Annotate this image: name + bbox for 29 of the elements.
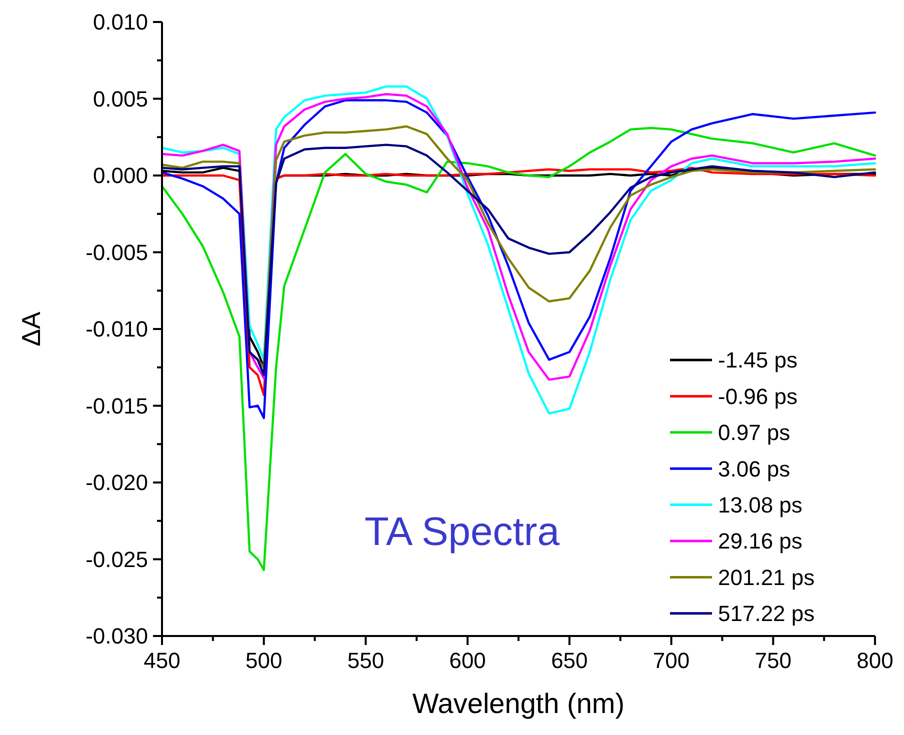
legend-label: 0.97 ps — [718, 420, 790, 446]
y-tick-label: -0.030 — [86, 624, 148, 649]
line-series — [160, 126, 876, 572]
annotation: TA Spectra — [364, 510, 560, 554]
legend-label: 201.21 ps — [718, 564, 815, 590]
x-tick-label: 700 — [652, 648, 690, 673]
y-tick-label: -0.020 — [86, 470, 148, 496]
y-tick-label: -0.015 — [86, 393, 148, 418]
y-tick-label: -0.005 — [86, 240, 148, 265]
x-tick-label: 750 — [754, 648, 792, 673]
legend-label: 517.22 ps — [718, 601, 815, 626]
legend-label: -1.45 ps — [718, 348, 798, 373]
legend-label: 13.08 ps — [718, 492, 802, 518]
legend-label: 29.16 ps — [718, 528, 802, 554]
x-tick-label: 500 — [246, 648, 282, 673]
x-axis-title: Wavelength (nm) — [412, 688, 625, 719]
x-tick-label: 800 — [856, 648, 894, 673]
y-tick-label: -0.010 — [86, 316, 148, 342]
y-axis-title: ΔA — [16, 310, 46, 346]
x-tick-label: 600 — [449, 648, 486, 673]
legend-label: -0.96 ps — [718, 384, 798, 409]
y-tick-label: 0.005 — [92, 86, 148, 112]
y-tick-label: 0.000 — [92, 163, 148, 188]
x-tick-label: 550 — [347, 648, 384, 673]
y-tick-label: 0.010 — [92, 10, 148, 35]
x-tick-label: 650 — [551, 648, 588, 673]
legend-label: 3.06 ps — [718, 456, 790, 482]
y-tick-label: -0.025 — [86, 546, 148, 572]
x-tick-label: 450 — [144, 648, 180, 673]
